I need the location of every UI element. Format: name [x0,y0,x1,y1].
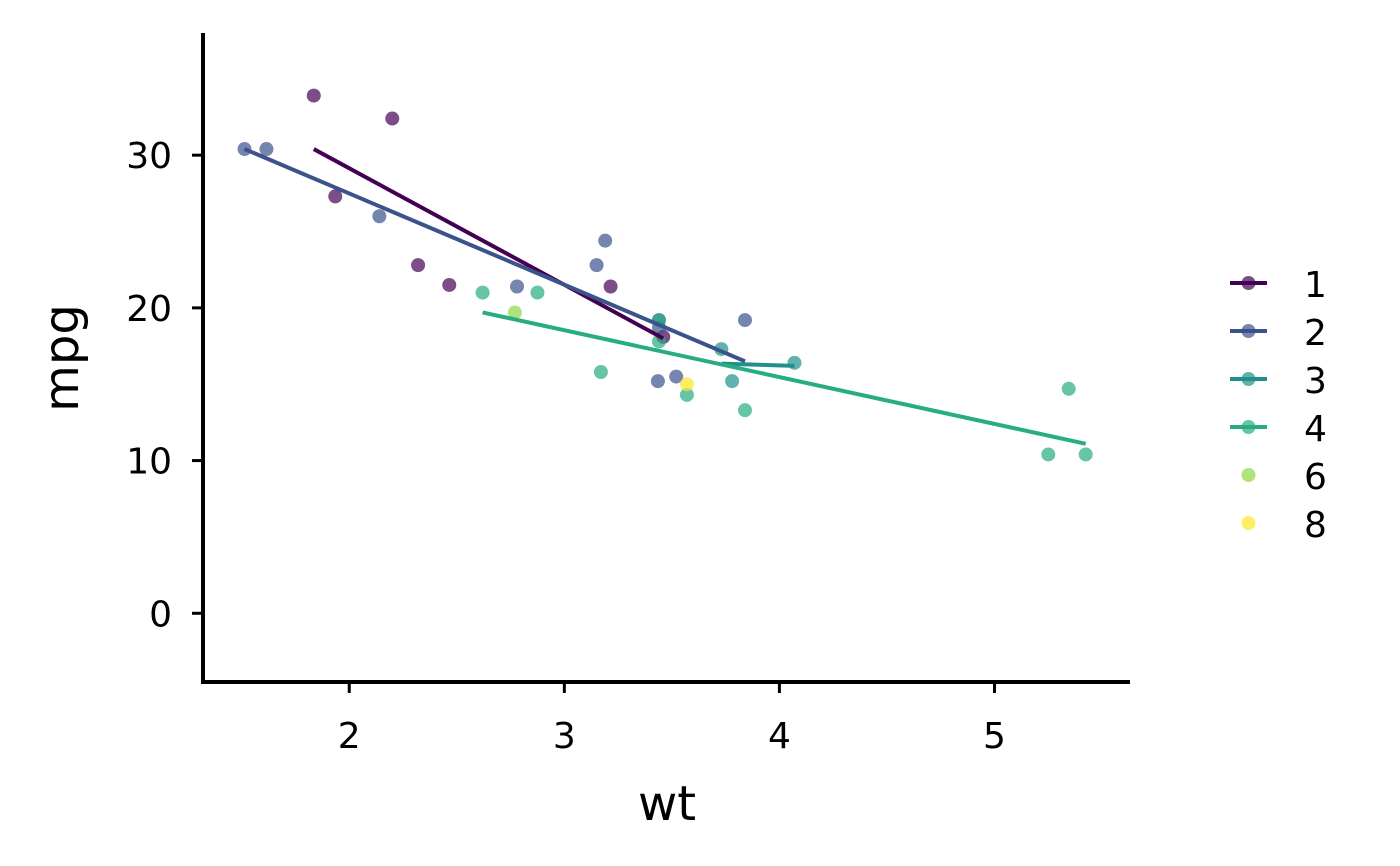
legend-item-4: 4 [1230,409,1327,450]
legend-label: 4 [1304,409,1327,450]
legend-item-3: 3 [1230,361,1327,402]
legend-key-point [1241,372,1256,386]
legend-key-point [1241,420,1256,434]
points-layer [237,88,1093,462]
y-tick-label: 20 [126,289,172,330]
fit-line-group-1 [312,147,665,341]
data-point-group-2 [372,209,387,224]
legend: 1 2 3 4 6 8 [1230,265,1327,546]
data-point-group-3 [725,374,740,389]
ticks: 2 3 4 5 0 10 20 30 [126,136,1006,757]
legend-key-point [1241,516,1256,530]
y-tick-label: 30 [126,136,172,177]
legend-key-point [1241,468,1256,482]
legend-label: 3 [1304,361,1327,402]
legend-item-6: 6 [1241,457,1327,498]
legend-label: 6 [1304,457,1327,498]
data-point-group-2 [510,279,525,294]
data-point-group-1 [603,279,618,294]
legend-label: 2 [1304,313,1327,354]
x-axis-title: wt [638,776,696,832]
fit-line-group-3 [721,361,795,368]
data-point-group-4 [738,403,753,418]
legend-key-point [1241,324,1256,338]
x-tick-label: 2 [338,716,361,757]
data-point-group-2 [598,233,613,248]
fit-lines-layer [243,147,1087,446]
data-point-group-4 [1061,381,1076,396]
x-tick-label: 3 [553,716,576,757]
y-tick-label: 10 [126,442,172,483]
legend-key-point [1241,276,1256,290]
data-point-group-4 [475,285,490,300]
fit-line-group-4 [482,310,1087,446]
axes [201,33,1130,684]
x-tick-label: 5 [983,716,1006,757]
data-point-group-1 [385,111,400,126]
data-point-group-1 [328,189,343,204]
legend-item-8: 8 [1241,505,1327,546]
data-point-group-2 [259,142,274,157]
data-point-group-4 [679,387,694,402]
x-tick-label: 4 [768,716,791,757]
data-point-group-1 [442,277,457,292]
data-point-group-2 [669,369,684,384]
data-point-group-2 [738,313,753,328]
data-point-group-6 [507,305,522,320]
data-point-group-4 [1041,447,1056,462]
data-point-group-1 [411,258,426,273]
legend-item-2: 2 [1230,313,1327,354]
data-point-group-2 [589,258,604,273]
fit-line-group-2 [243,147,746,364]
data-point-group-8 [679,377,694,392]
y-tick-label: 0 [149,594,172,635]
data-point-group-4 [1078,447,1093,462]
data-point-group-4 [530,285,545,300]
legend-label: 8 [1304,505,1327,546]
data-point-group-4 [593,365,608,380]
data-point-group-1 [306,88,321,103]
data-point-group-2 [650,374,665,389]
legend-label: 1 [1304,265,1327,306]
y-axis-title: mpg [34,304,90,412]
legend-item-1: 1 [1230,265,1327,306]
